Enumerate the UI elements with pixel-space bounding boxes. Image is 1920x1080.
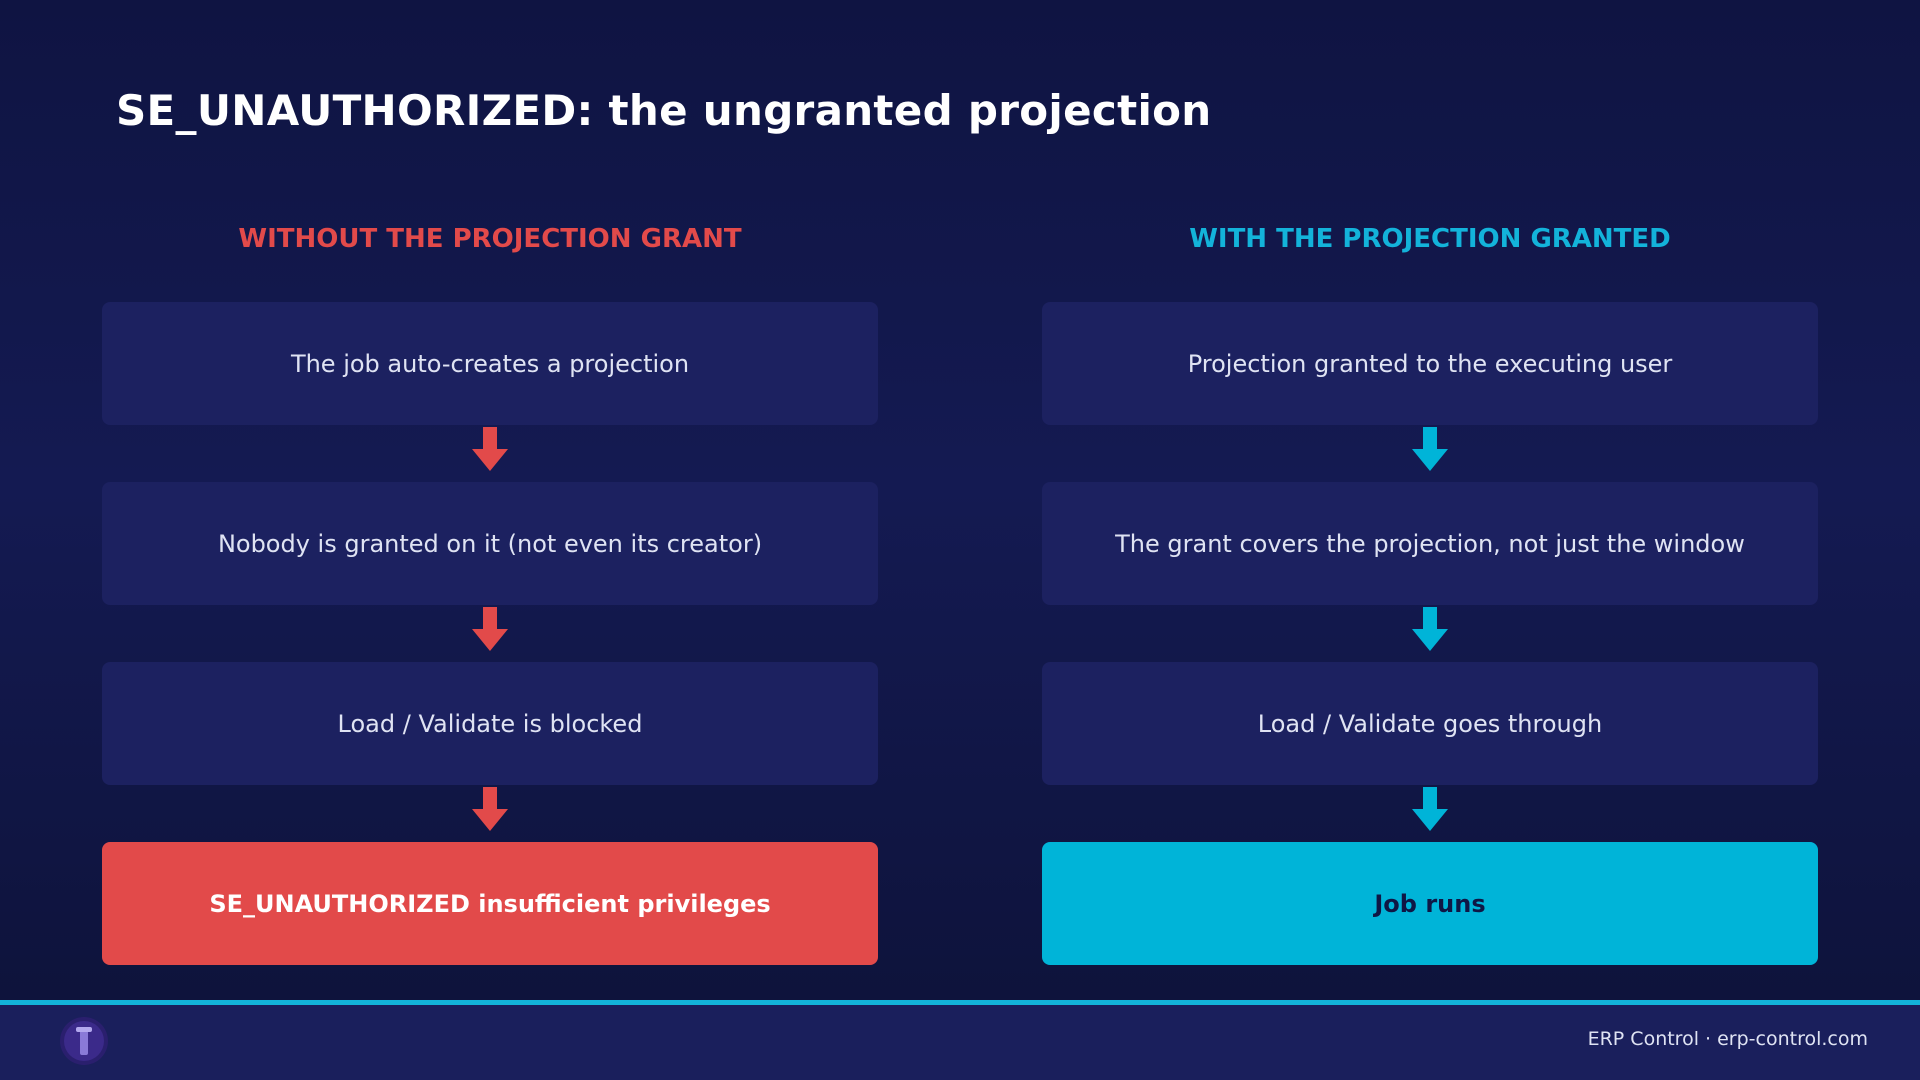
result-box: SE_UNAUTHORIZED insufficient privileges — [102, 842, 878, 965]
step-box: Load / Validate goes through — [1042, 662, 1818, 785]
title: SE_UNAUTHORIZED: the ungranted projectio… — [116, 86, 1212, 135]
result-box: Job runs — [1042, 842, 1818, 965]
arrow — [1412, 787, 1448, 831]
arrow — [472, 607, 508, 651]
arrow — [472, 427, 508, 471]
column-heading: WITHOUT THE PROJECTION GRANT — [238, 224, 742, 254]
arrow — [1412, 607, 1448, 651]
footer-text: ERP Control · erp-control.com — [1587, 1028, 1868, 1050]
footer — [0, 1000, 1920, 1080]
arrow — [472, 787, 508, 831]
step-box: Nobody is granted on it (not even its cr… — [102, 482, 878, 605]
step-box: The job auto-creates a projection — [102, 302, 878, 425]
arrow — [1412, 427, 1448, 471]
step-box: The grant covers the projection, not jus… — [1042, 482, 1818, 605]
logo — [60, 1017, 108, 1065]
step-box: Load / Validate is blocked — [102, 662, 878, 785]
step-box: Projection granted to the executing user — [1042, 302, 1818, 425]
column-heading: WITH THE PROJECTION GRANTED — [1189, 224, 1671, 254]
